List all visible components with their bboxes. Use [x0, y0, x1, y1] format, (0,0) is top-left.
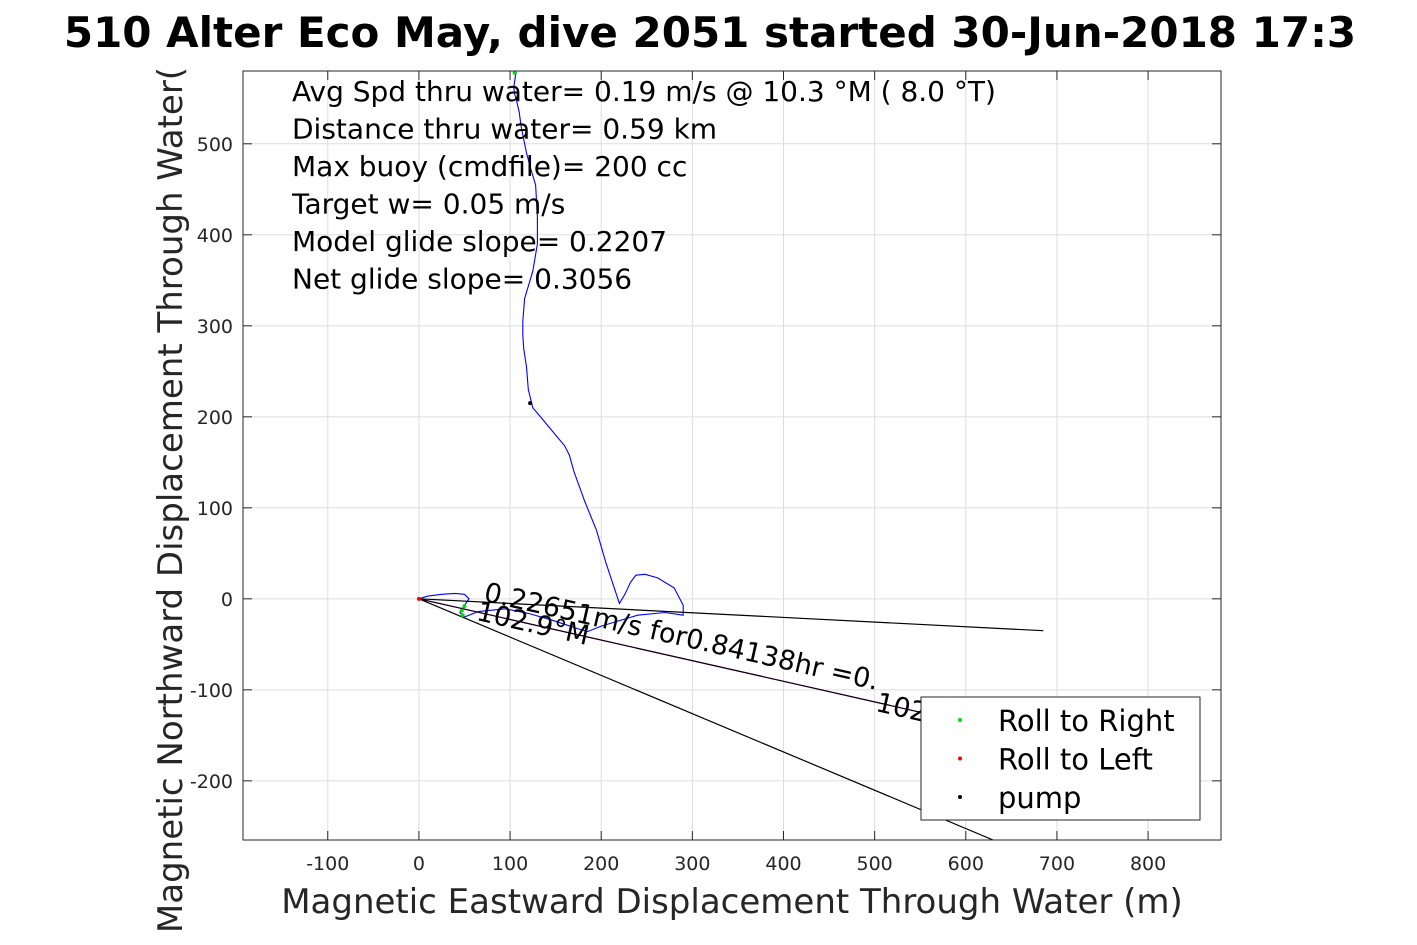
- annotation-line: Max buoy (cmdfile)= 200 cc: [292, 150, 687, 183]
- legend: Roll to Right Roll to Left pump: [920, 696, 1201, 821]
- marker-point: [512, 71, 517, 75]
- x-tick-label: 500: [857, 853, 893, 875]
- y-tick-label: 400: [197, 225, 233, 247]
- series-line-4: [418, 598, 1003, 732]
- y-tick-label: -200: [190, 771, 233, 793]
- annotation-line: Avg Spd thru water= 0.19 m/s @ 10.3 °M (…: [292, 75, 996, 108]
- x-tick-label: 300: [674, 853, 710, 875]
- legend-entry: Roll to Left: [998, 743, 1153, 777]
- x-tick-label: 100: [492, 853, 528, 875]
- y-tick-label: 300: [197, 316, 233, 338]
- marker-point: [460, 613, 465, 618]
- y-tick-label: 500: [197, 134, 233, 156]
- marker-point: [459, 608, 464, 613]
- legend-box: [920, 696, 1201, 821]
- legend-entry: Roll to Right: [998, 704, 1175, 738]
- marker-point: [416, 596, 421, 601]
- series-group: [418, 71, 1044, 840]
- chart-title: 510 Alter Eco May, dive 2051 started 30-…: [64, 8, 1356, 57]
- y-tick-label: 0: [221, 589, 233, 611]
- series-line-0: [418, 71, 684, 633]
- axis-ticks: -100 0 100 200 300 400 500 600 700 800 -200 -100 0 10…: [190, 71, 1221, 875]
- marker-point: [462, 604, 467, 609]
- markers-group: [416, 71, 533, 618]
- series-line-2: [418, 598, 1044, 632]
- y-tick-label: 100: [197, 498, 233, 520]
- y-axis-label: Magnetic Northward Displacement Through …: [151, 67, 191, 933]
- legend-marker: [958, 718, 962, 722]
- legend-entry: pump: [998, 781, 1081, 815]
- x-tick-label: 200: [583, 853, 619, 875]
- annotations: Avg Spd thru water= 0.19 m/s @ 10.3 °M (…: [291, 75, 996, 296]
- annotation-line: Net glide slope= 0.3056: [292, 263, 632, 296]
- x-tick-label: 800: [1130, 853, 1166, 875]
- y-tick-label: 200: [197, 407, 233, 429]
- x-axis-label: Magnetic Eastward Displacement Through W…: [281, 882, 1183, 922]
- x-tick-label: -100: [306, 853, 349, 875]
- series-line-3: [418, 598, 994, 840]
- legend-marker: [958, 756, 962, 761]
- annotation-line: Model glide slope= 0.2207: [292, 225, 667, 258]
- legend-marker: [958, 795, 962, 799]
- annotation-line: Target w= 0.05 m/s: [291, 188, 565, 221]
- annotation-line: Distance thru water= 0.59 km: [292, 113, 717, 146]
- plot-frame: [242, 70, 1222, 841]
- marker-point: [528, 401, 533, 406]
- x-tick-label: 0: [413, 853, 425, 875]
- x-tick-label: 700: [1039, 853, 1075, 875]
- y-tick-label: -100: [190, 680, 233, 702]
- x-tick-label: 400: [765, 853, 801, 875]
- x-tick-label: 600: [948, 853, 984, 875]
